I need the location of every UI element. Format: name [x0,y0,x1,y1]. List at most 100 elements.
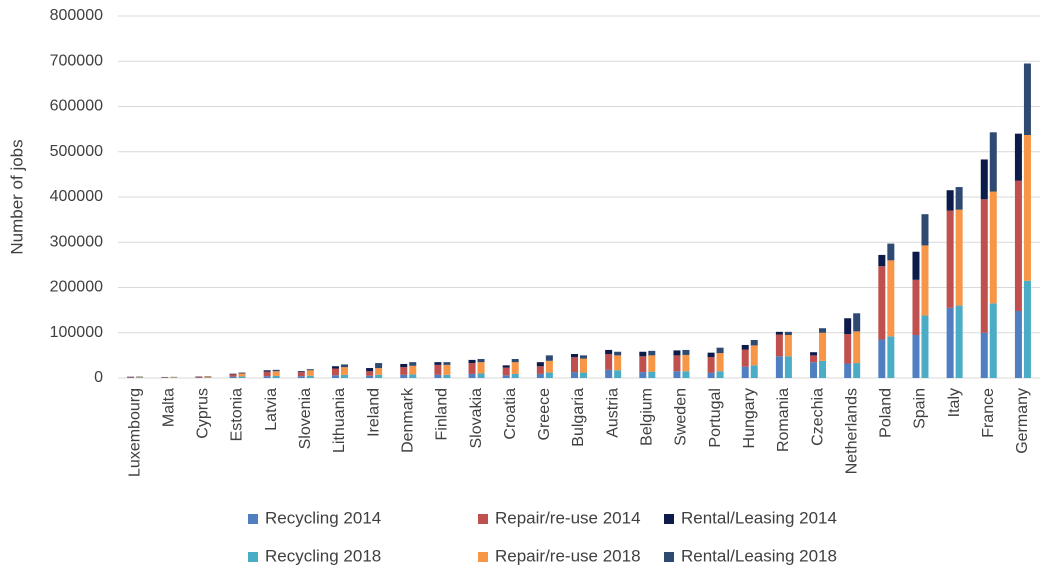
bar-segment [614,370,622,378]
legend-label: Rental/Leasing 2014 [681,508,837,527]
bar-segment [853,363,861,378]
bar-segment [263,376,271,378]
legend-swatch [478,514,488,524]
legend-swatch [478,552,488,562]
bar-segment [229,373,237,375]
bar-segment [784,331,792,336]
bar-segment [912,279,920,336]
bar-segment [502,365,510,368]
bar-segment [331,368,339,376]
bar-segment [400,374,408,378]
bar-segment [545,355,553,361]
bar-segment [434,364,442,375]
bar-segment [477,373,485,378]
bar-segment [614,355,622,371]
bar-segment [502,375,510,378]
bar-segment [400,363,408,368]
bar-segment [511,358,519,363]
bar-segment [605,369,613,378]
bar-segment [434,362,442,365]
bar-segment [229,374,237,377]
bar-segment [648,350,656,356]
bar-segment [409,362,417,366]
bar-segment [468,373,476,378]
bar-segment [682,354,690,372]
bar-segment [946,210,954,308]
bar-segment [707,352,715,358]
y-tick-label: 400000 [50,188,103,205]
bar-segment [844,363,852,378]
legend-swatch [248,552,258,562]
bar-segment [639,372,647,378]
bar-segment [409,365,417,375]
x-tick-label: Hungary [741,388,758,448]
bar-segment [409,374,417,378]
x-tick-label: Lithuania [331,388,348,453]
bar-segment [775,356,783,378]
x-tick-label: Italy [946,388,963,417]
bar-segment [571,372,578,378]
bar-segment [921,245,929,316]
legend-label: Rental/Leasing 2018 [681,546,837,565]
bar-segment [511,362,519,374]
bar-segment [580,355,587,359]
bar-segment [878,266,886,340]
bar-segment [955,305,963,378]
bar-segment [853,331,861,364]
bar-segment [989,191,997,304]
bar-segment [195,376,203,378]
legend-swatch [664,552,674,562]
x-tick-label: Portugal [707,388,724,448]
bar-segment [750,345,758,366]
bar-segment [605,349,613,355]
x-tick-label: Germany [1014,388,1031,454]
bar-segment [707,372,715,378]
bar-segment [741,349,749,367]
bar-segment [331,375,339,378]
bar-segment [682,371,690,378]
x-tick-label: Slovenia [297,388,314,449]
bar-segment [297,376,305,378]
bar-segment [989,303,997,378]
bar-segment [306,375,314,378]
bar-segment [921,214,929,246]
bar-segment [170,377,178,378]
bar-segment [648,355,656,372]
bar-segment [229,376,237,378]
bar-segment [297,371,305,373]
bar-segment [784,335,792,357]
x-tick-label: Czechia [809,388,826,446]
bar-segment [819,332,827,361]
bar-segment [750,339,758,346]
y-tick-label: 700000 [50,52,103,69]
bar-segment [434,374,442,378]
bar-segment [673,371,681,378]
x-tick-label: France [980,388,997,438]
bar-segment [477,362,485,374]
bar-segment [989,132,997,192]
x-tick-label: Sweden [673,388,690,446]
bar-segment [605,354,613,370]
bar-segment [375,363,383,369]
bar-segment [844,318,852,335]
bar-segment [272,369,280,372]
bar-segment [366,375,374,378]
bar-segment [545,360,553,373]
x-tick-label: Greece [536,388,553,441]
bar-segment [400,367,408,375]
bar-segment [340,367,348,375]
bar-segment [955,209,963,306]
y-tick-label: 300000 [50,233,103,250]
bar-segment [921,315,929,378]
bar-segment [810,355,818,363]
bar-segment [306,369,314,371]
bar-segment [682,349,690,355]
bar-segment [468,359,476,364]
bar-segment [477,358,485,363]
bar-segment [263,370,271,372]
bar-segment [775,331,783,335]
bar-segment [366,368,374,372]
legend-label: Recycling 2018 [265,546,381,565]
bar-segment [297,372,305,377]
bar-segment [1023,63,1031,136]
